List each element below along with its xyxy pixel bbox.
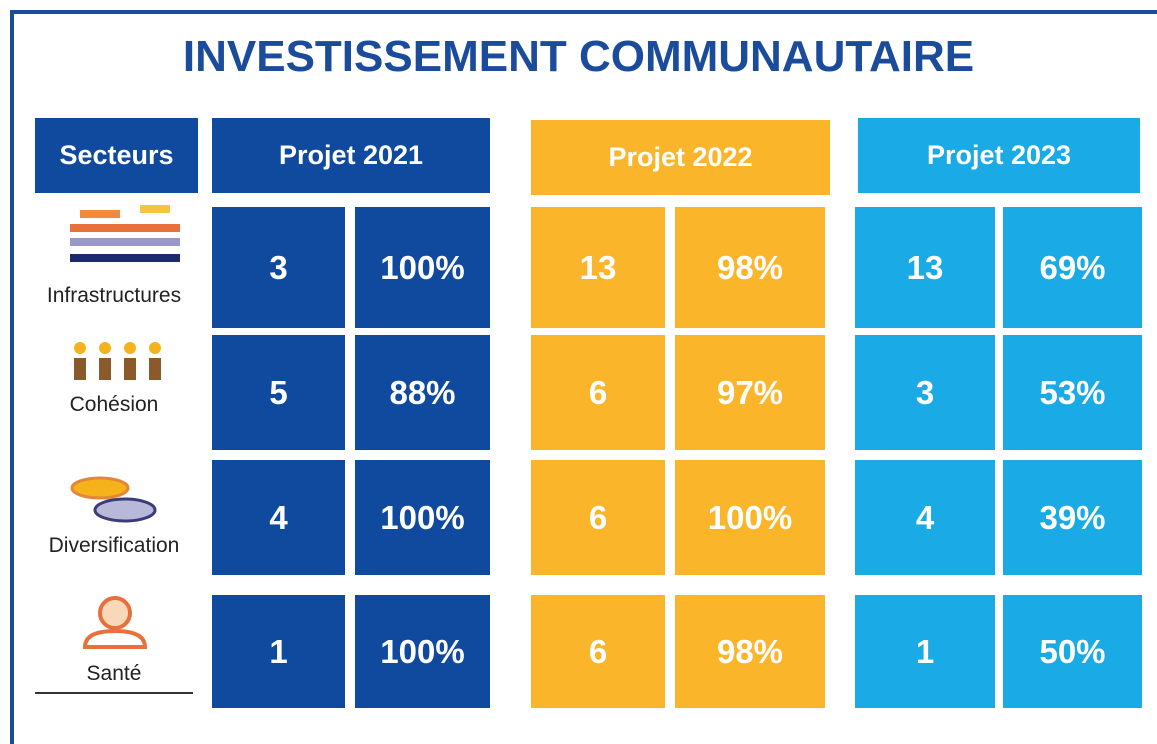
cell: 1 bbox=[855, 595, 995, 708]
title: INVESTISSEMENT COMMUNAUTAIRE bbox=[182, 32, 975, 81]
cell: 4 bbox=[855, 460, 995, 575]
cell: 100% bbox=[355, 595, 490, 708]
sector-header: Secteurs bbox=[35, 118, 198, 193]
cell: 53% bbox=[1003, 335, 1142, 450]
cell: 1 bbox=[212, 595, 345, 708]
cell: 3 bbox=[855, 335, 995, 450]
cell: 100% bbox=[355, 460, 490, 575]
cell: 100% bbox=[675, 460, 825, 575]
cell: 97% bbox=[675, 335, 825, 450]
icon-diversification bbox=[70, 476, 157, 523]
frame bbox=[10, 10, 14, 744]
column-header: Projet 2022 bbox=[531, 120, 830, 195]
cell: 100% bbox=[355, 207, 490, 328]
cell: 3 bbox=[212, 207, 345, 328]
divider bbox=[35, 692, 193, 694]
sector-label: Infrastructures bbox=[46, 284, 182, 307]
cell: 13 bbox=[855, 207, 995, 328]
cell: 98% bbox=[675, 595, 825, 708]
sector-label: Santé bbox=[86, 662, 142, 685]
frame bbox=[10, 10, 1157, 14]
sector-label: Cohésion bbox=[69, 393, 159, 416]
icon-infrastructures bbox=[70, 205, 180, 262]
cell: 4 bbox=[212, 460, 345, 575]
cell: 5 bbox=[212, 335, 345, 450]
sector-label: Diversification bbox=[48, 534, 180, 557]
cell: 88% bbox=[355, 335, 490, 450]
cell: 50% bbox=[1003, 595, 1142, 708]
icon-cohesion bbox=[74, 342, 161, 380]
cell: 39% bbox=[1003, 460, 1142, 575]
icon-sante bbox=[82, 596, 148, 649]
cell: 13 bbox=[531, 207, 665, 328]
cell: 6 bbox=[531, 595, 665, 708]
cell: 6 bbox=[531, 335, 665, 450]
column-header: Projet 2023 bbox=[858, 118, 1140, 193]
cell: 69% bbox=[1003, 207, 1142, 328]
column-header: Projet 2021 bbox=[212, 118, 490, 193]
cell: 6 bbox=[531, 460, 665, 575]
cell: 98% bbox=[675, 207, 825, 328]
